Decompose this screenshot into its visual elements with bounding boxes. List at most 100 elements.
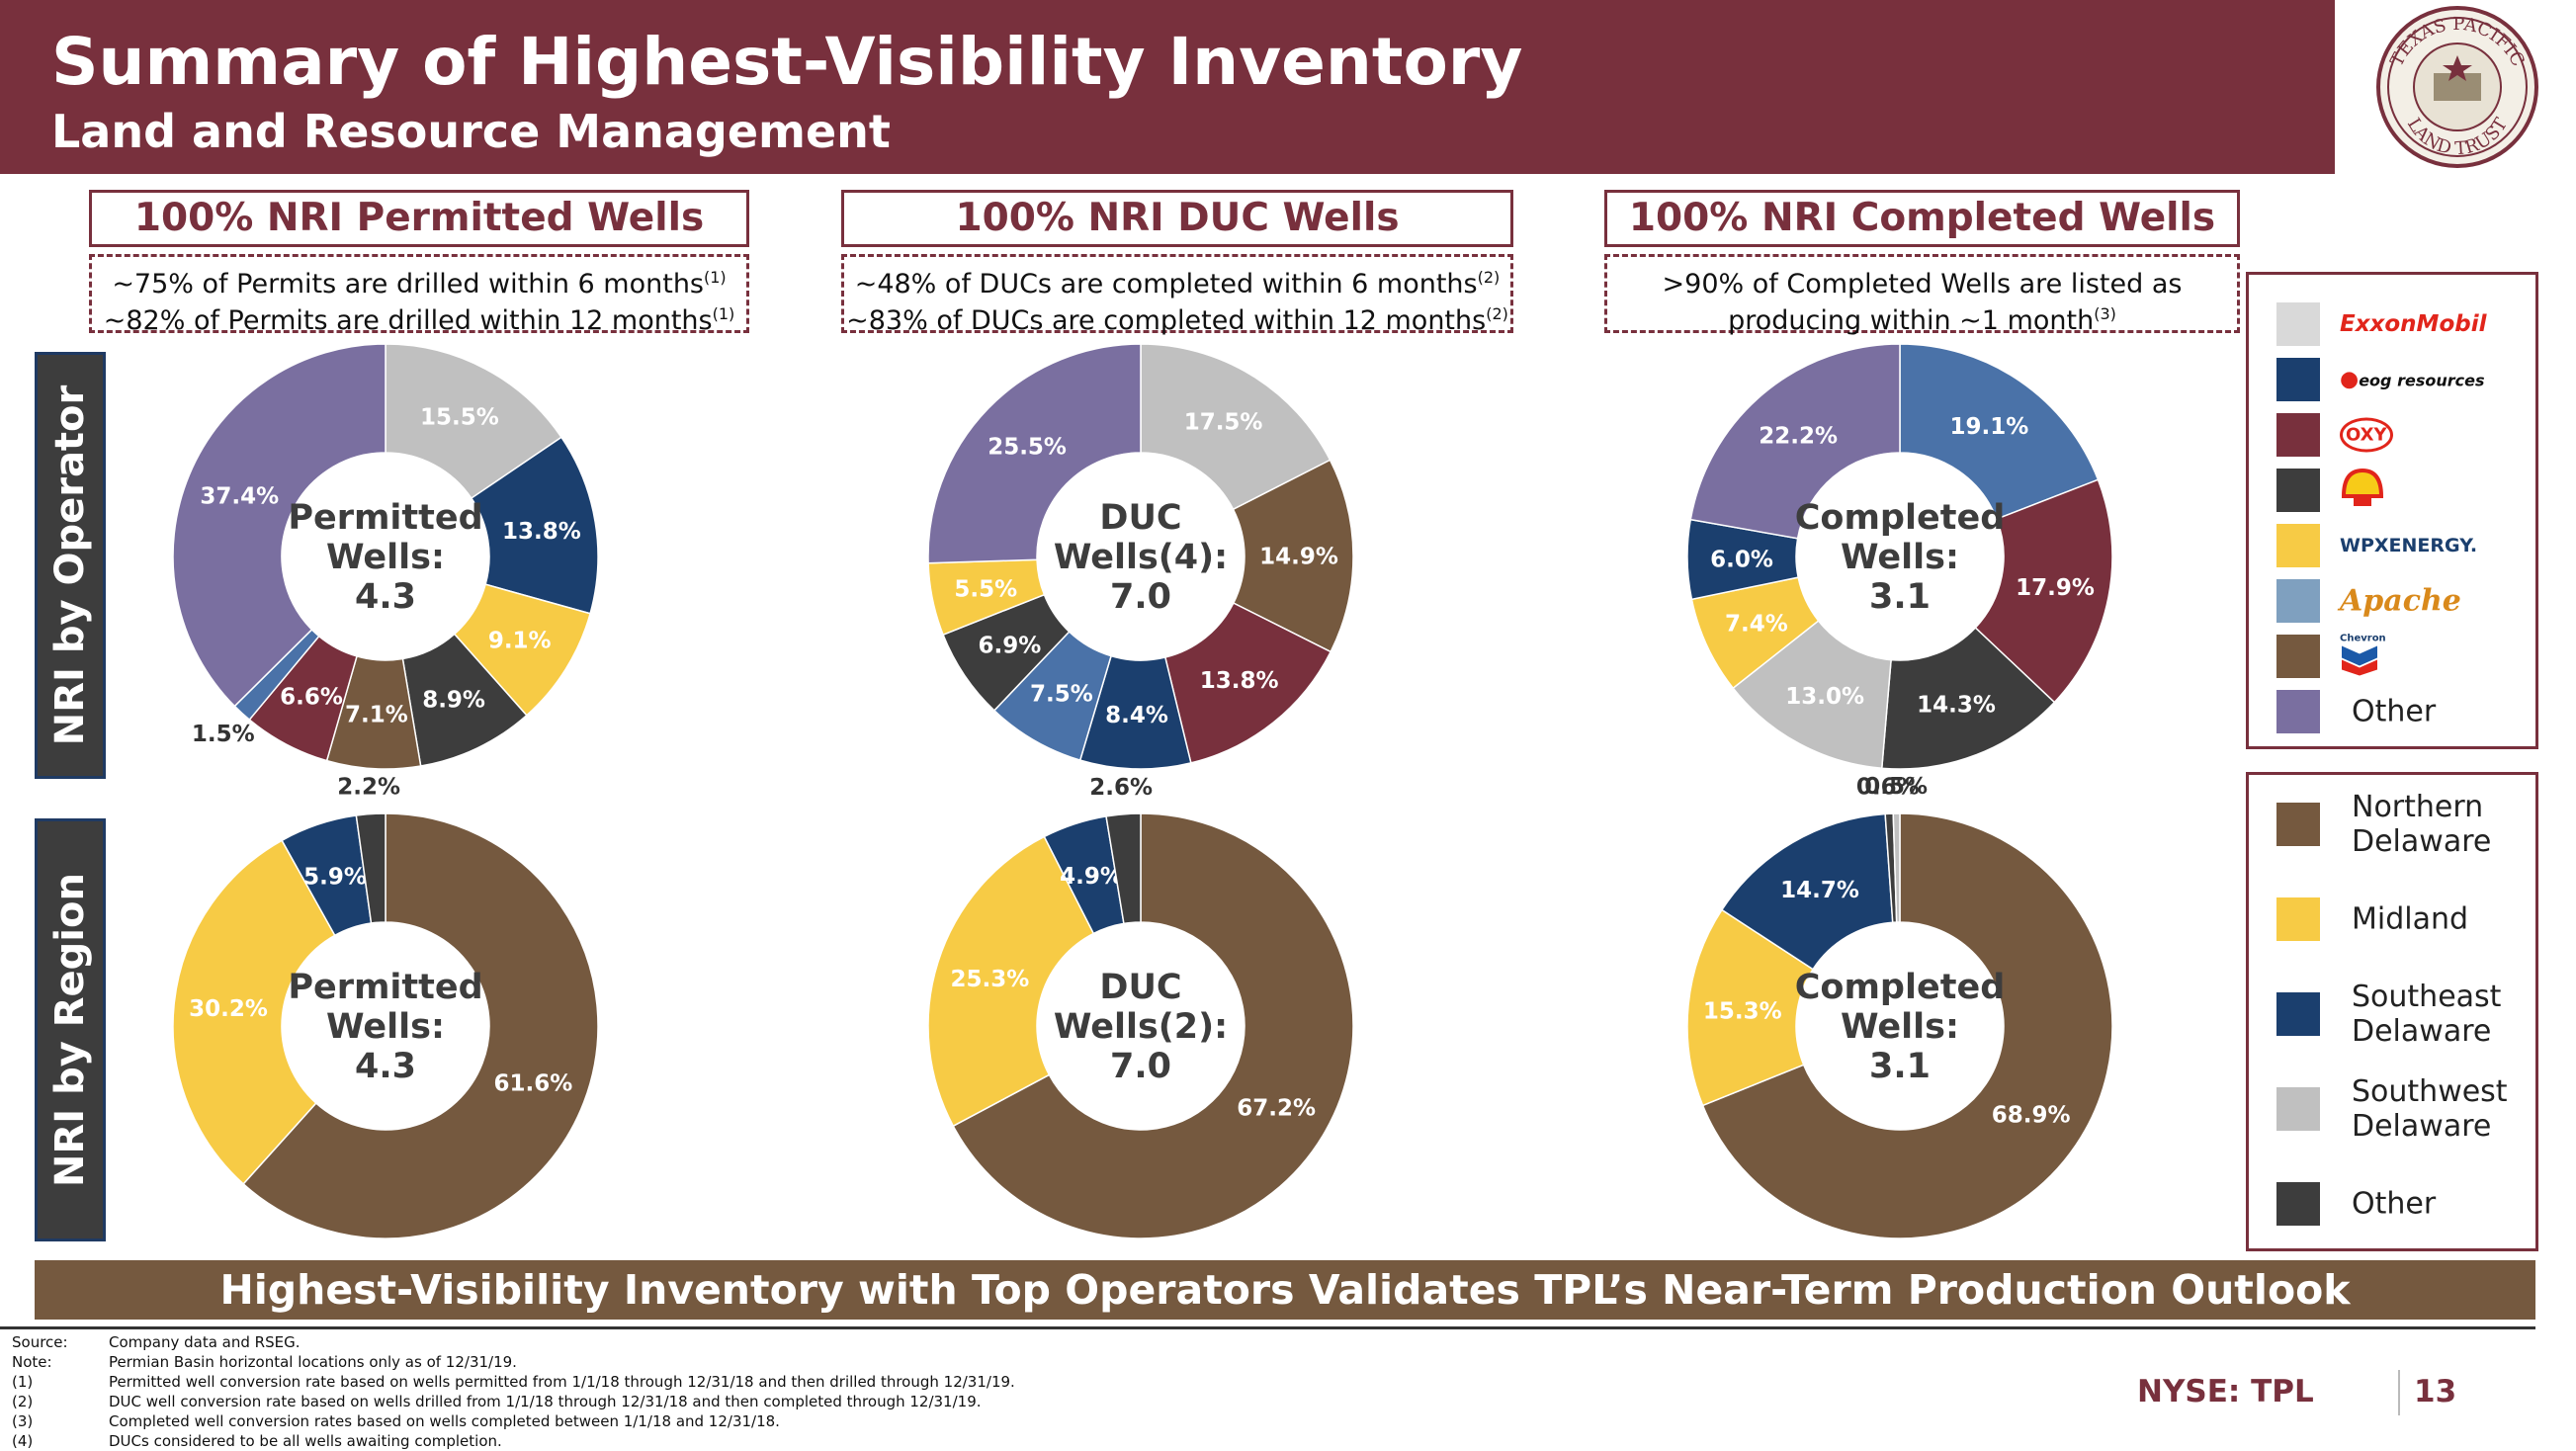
legend-label: Southwest Delaware xyxy=(2352,1074,2508,1144)
donut-hole xyxy=(1796,922,2004,1130)
conclusion-banner: Highest-Visibility Inventory with Top Op… xyxy=(35,1260,2535,1320)
legend-swatch xyxy=(2276,302,2320,346)
slice-label: 67.2% xyxy=(1237,1095,1316,1121)
slice-label: 7.5% xyxy=(1030,681,1093,707)
slice-label: 14.9% xyxy=(1259,544,1338,569)
slice-label: 5.5% xyxy=(954,576,1017,602)
donut-center-label: Wells: xyxy=(326,1007,445,1047)
donut-center-label: 3.1 xyxy=(1869,1047,1931,1086)
operator-legend: ExxonMobil ●eog resources OXY WPXENERGY.… xyxy=(2246,272,2538,749)
donut-center-label: Wells: xyxy=(1841,1007,1959,1047)
legend-swatch xyxy=(2276,803,2320,846)
legend-swatch xyxy=(2276,1087,2320,1131)
chevron-logo-icon: Chevron xyxy=(2340,634,2386,680)
note-sup: (2) xyxy=(1477,268,1501,287)
tpl-logo: TEXAS PACIFIC LAND TRUST xyxy=(2335,0,2576,174)
slice-label: 13.0% xyxy=(1785,684,1864,710)
donut-center-label: 7.0 xyxy=(1110,577,1171,617)
footnote-key: Source: xyxy=(12,1333,68,1351)
footnote-key: (1) xyxy=(12,1373,34,1391)
donut-center-label: 7.0 xyxy=(1110,1047,1171,1086)
region-legend: Northern Delaware Midland Southeast Dela… xyxy=(2246,772,2538,1251)
note-sup: (1) xyxy=(704,268,727,287)
note-sup: (2) xyxy=(1486,304,1508,323)
slice-label: 6.9% xyxy=(978,634,1041,659)
donut-chart-2: 19.1% 17.9% 14.3% 13.0% 7.4% 6.0% 22.2% Complet… xyxy=(1686,343,2113,770)
note-permitted: ~75% of Permits are drilled within 6 mon… xyxy=(89,254,749,336)
footnote-text: DUC well conversion rate based on wells … xyxy=(109,1393,982,1410)
donut-center-label: Permitted xyxy=(288,968,482,1007)
slice-label: 6.0% xyxy=(1710,547,1773,572)
slice-label: 0.6% xyxy=(1856,774,1920,800)
donut-center-label: Wells(4): xyxy=(1054,538,1228,577)
slice-label: 17.5% xyxy=(1184,410,1263,436)
note-line: ~75% of Permits are drilled within 6 mon… xyxy=(112,269,704,299)
note-sup: (3) xyxy=(2094,304,2116,323)
legend-swatch xyxy=(2276,579,2320,623)
legend-swatch xyxy=(2276,524,2320,567)
slice-label: 2.2% xyxy=(337,775,400,801)
slice-label: 5.9% xyxy=(303,864,367,890)
legend-swatch xyxy=(2276,992,2320,1036)
donut-chart-0: 15.5% 13.8% 9.1% 8.9% 7.1%6.6% 1.5% 37.4% Permi… xyxy=(172,343,599,770)
footnote-text: Company data and RSEG. xyxy=(109,1333,301,1351)
donut-center-label: 3.1 xyxy=(1869,577,1931,617)
legend-label: Southeast Delaware xyxy=(2352,980,2502,1049)
slice-label: 0.5% xyxy=(1864,774,1928,800)
donut-center-label: DUC xyxy=(1099,968,1181,1007)
slice-label: 7.4% xyxy=(1725,612,1788,638)
donut-center-label: Wells: xyxy=(1841,538,1959,577)
oxy-logo-icon: OXY xyxy=(2340,417,2393,453)
slice-label: 19.1% xyxy=(1950,414,2029,440)
slice-label: 15.5% xyxy=(420,405,499,431)
slice-label: 22.2% xyxy=(1759,423,1838,449)
col-title-permitted: 100% NRI Permitted Wells xyxy=(89,190,749,247)
slice-label: 25.3% xyxy=(950,967,1029,992)
slice-label: 8.4% xyxy=(1105,703,1168,728)
legend-label: Midland xyxy=(2352,901,2469,937)
slice-label: 61.6% xyxy=(493,1070,572,1096)
footer-divider xyxy=(0,1326,2535,1329)
oxy-logo-text: OXY xyxy=(2340,417,2393,453)
slice-label: 7.1% xyxy=(345,703,408,728)
legend-swatch xyxy=(2276,358,2320,401)
donut-center-label: Completed xyxy=(1795,968,2006,1007)
eog-logo-text: eog resources xyxy=(2359,371,2485,390)
footnote-text: DUCs considered to be all wells awaiting… xyxy=(109,1432,502,1450)
footnote-text: Permian Basin horizontal locations only … xyxy=(109,1353,517,1371)
slice-label: 6.6% xyxy=(280,684,343,710)
donut-hole xyxy=(1037,922,1245,1130)
note-line: ~83% of DUCs are completed within 12 mon… xyxy=(846,305,1487,336)
slice-label: 8.9% xyxy=(422,687,485,713)
donut-center-label: Wells: xyxy=(326,538,445,577)
slice-label: 9.1% xyxy=(488,629,552,654)
donut-hole xyxy=(282,922,489,1130)
slice-label: 2.6% xyxy=(1089,775,1153,801)
apache-logo-icon: Apache xyxy=(2340,583,2461,619)
slice-label: 14.3% xyxy=(1917,692,1996,718)
footnote-key: Note: xyxy=(12,1353,52,1371)
col-title-duc: 100% NRI DUC Wells xyxy=(841,190,1513,247)
donut-center-label: Permitted xyxy=(288,498,482,538)
donut-hole xyxy=(282,453,489,660)
donut-chart-5: 68.9% 15.3% 14.7% 0.6%0.5% CompletedWells:3.… xyxy=(1686,774,2113,1239)
eog-logo-icon: ●eog resources xyxy=(2340,367,2485,392)
page-title: Summary of Highest-Visibility Inventory xyxy=(51,24,1523,100)
slice-label: 13.8% xyxy=(502,519,581,545)
slice-label: 37.4% xyxy=(200,483,279,509)
note-duc: ~48% of DUCs are completed within 6 mont… xyxy=(841,254,1513,336)
legend-swatch xyxy=(2276,469,2320,512)
slice-label: 15.3% xyxy=(1703,998,1782,1024)
note-sup: (1) xyxy=(712,304,735,323)
slice-label: 14.7% xyxy=(1780,878,1859,903)
legend-swatch xyxy=(2276,1182,2320,1226)
donut-center-label: DUC xyxy=(1099,498,1181,538)
donut-chart-1: 17.5% 14.9% 13.8% 8.4% 7.5% 6.9% 5.5% 25.5% DUCW… xyxy=(927,343,1354,770)
page-number-divider xyxy=(2398,1370,2400,1415)
slice-label: 30.2% xyxy=(189,996,268,1022)
exxonmobil-logo-icon: ExxonMobil xyxy=(2340,311,2487,337)
note-line: producing within ~1 month xyxy=(1728,305,2095,336)
slice-label: 1.5% xyxy=(192,722,255,747)
